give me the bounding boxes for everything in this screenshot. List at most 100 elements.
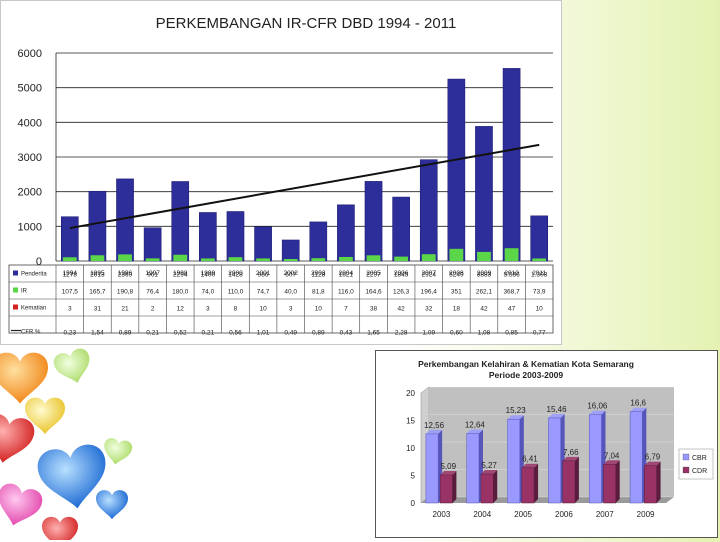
bar-penderita (226, 211, 245, 262)
bar-penderita (254, 226, 272, 262)
x-tick-label: 2010 (504, 270, 519, 277)
x-tick-label: 1999 (201, 270, 216, 277)
data-label-cdr: 6,79 (645, 453, 661, 462)
table-cell: 368,7 (503, 289, 520, 296)
x-tick-label: 2006 (555, 510, 573, 519)
bar-ir (449, 248, 464, 261)
data-label-cdr: 7,66 (563, 448, 579, 457)
table-cell: 2297 (366, 272, 381, 279)
x-tick-label: 2003 (433, 510, 451, 519)
data-label-cbr: 15,46 (547, 405, 568, 414)
bar-penderita (392, 196, 410, 262)
bar-cdr-side (452, 471, 457, 503)
data-label-cdr: 5,27 (481, 461, 497, 470)
y-tick-label: 2000 (18, 187, 42, 199)
data-label-cdr: 6,41 (522, 455, 538, 464)
table-cell: 986 (258, 272, 269, 279)
y-tick-label: 1000 (18, 221, 42, 233)
data-label-cbr: 12,64 (465, 420, 486, 429)
table-cell: 2924 (422, 272, 437, 279)
table-cell: 0,89 (119, 330, 132, 337)
data-label-cbr: 16,6 (630, 399, 646, 408)
x-tick-label: 1995 (90, 270, 105, 277)
bar-cdr-top (480, 470, 498, 475)
table-cell: 110,0 (228, 289, 244, 296)
table-cell: 1,09 (422, 330, 435, 337)
bar-ir (118, 254, 132, 261)
bar-cdr-side (534, 463, 539, 503)
y-tick-label: 3000 (18, 152, 42, 164)
dbd-chart-panel: PERKEMBANGAN IR-CFR DBD 1994 - 2011 0 1000… (0, 0, 562, 345)
bar-penderita (143, 227, 162, 262)
bar-ir (200, 258, 215, 261)
bar-ir (421, 254, 436, 261)
bar-ir (173, 254, 188, 261)
table-cell: 3 (289, 306, 293, 313)
y-tick-label: 10 (406, 444, 415, 453)
table-cell: 0,21 (202, 330, 215, 337)
chart-title: PERKEMBANGAN IR-CFR DBD 1994 - 2011 (156, 15, 457, 32)
x-tick-label: 1997 (145, 270, 160, 277)
table-cell: 1278 (63, 272, 78, 279)
bar-ir (339, 256, 353, 261)
bar-cdr (480, 473, 494, 504)
bar-ir (145, 258, 160, 261)
legend-swatch (13, 287, 18, 293)
bar-cdr (603, 464, 616, 504)
x-tick-label: 2009 (637, 510, 655, 519)
y-tick-label: 0 (36, 256, 42, 268)
x-tick-label: 2009 (477, 270, 492, 277)
chart-title: Perkembangan Kelahiran & Kematian Kota S… (418, 359, 634, 369)
bar-cdr (562, 460, 576, 504)
bar-ir (90, 255, 105, 261)
table-cell: 2 (151, 306, 155, 313)
table-cell: 1128 (311, 272, 325, 279)
bar-penderita (530, 215, 549, 262)
bar-cdr-top (440, 471, 457, 476)
bar-cbr-top (589, 410, 606, 415)
x-tick-label: 2002 (283, 270, 298, 277)
bar-ir (228, 257, 243, 261)
table-cell: 74,7 (257, 289, 270, 296)
bar-cbr (548, 417, 561, 504)
y-tick-label: 4000 (18, 117, 42, 129)
table-cell: 3 (206, 306, 210, 313)
table-cell: 40,0 (284, 289, 297, 296)
bar-cbr-top (548, 413, 565, 418)
bar-cbr (588, 414, 602, 504)
bar-cdr-side (574, 456, 579, 503)
legend-swatch (13, 304, 18, 310)
decorative-hearts (0, 346, 134, 540)
bar-cdr-side (615, 460, 620, 503)
table-cell: 12 (177, 306, 185, 313)
bar-cbr (466, 433, 480, 504)
bar-penderita (447, 78, 466, 262)
bar-ir (366, 255, 381, 261)
x-tick-label: 2006 (394, 270, 409, 277)
x-tick-label: 1994 (63, 270, 78, 277)
table-cell: 18 (453, 306, 461, 313)
chart-subtitle: Periode 2003-2009 (489, 370, 563, 380)
table-cell: 1400 (201, 272, 216, 279)
legend-swatch (682, 466, 690, 474)
table-cell: 8 (234, 306, 238, 313)
bar-penderita (364, 181, 383, 262)
table-cell: 10 (315, 306, 323, 313)
bar-ir (256, 258, 270, 261)
x-tick-label: 2003 (311, 270, 326, 277)
table-cell: 0,23 (63, 330, 76, 337)
bar-cdr-top (603, 460, 620, 465)
table-cell: 0,21 (146, 330, 159, 337)
x-tick-label: 2011 (532, 270, 546, 277)
table-cell: 42 (480, 306, 488, 313)
table-cell: 196,4 (421, 289, 438, 296)
x-tick-label: 2007 (596, 510, 614, 519)
bar-cbr-top (630, 407, 647, 412)
legend-label: IR (21, 289, 28, 295)
bar-penderita (171, 181, 190, 262)
dbd-chart: PERKEMBANGAN IR-CFR DBD 1994 - 2011 0 1000… (8, 15, 554, 337)
bar-penderita (419, 159, 438, 262)
y-tick-label: 20 (406, 389, 415, 398)
table-cell: 1,01 (257, 330, 270, 337)
table-cell: 38 (370, 306, 378, 313)
